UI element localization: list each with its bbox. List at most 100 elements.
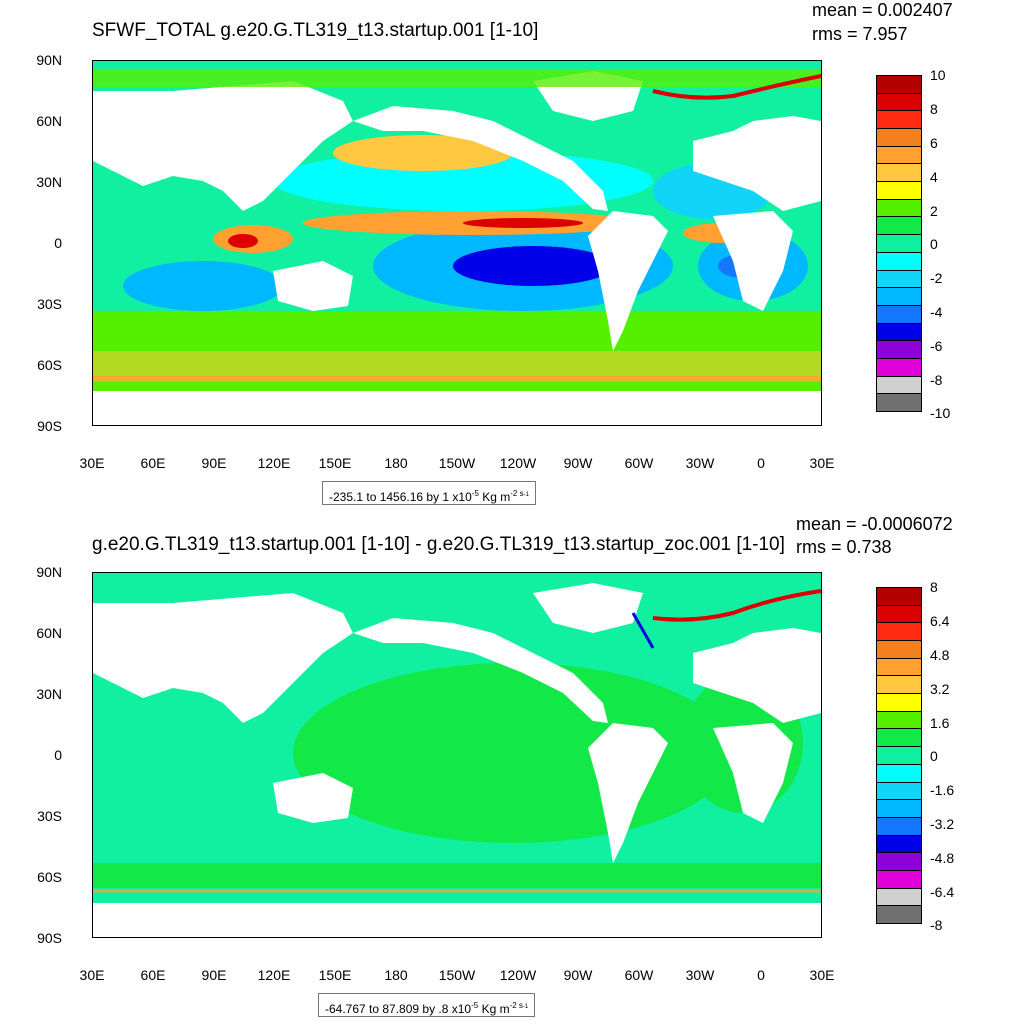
colorbar-swatch [876, 251, 922, 271]
lon-label: 30W [685, 967, 715, 983]
ocean-field [652, 74, 821, 100]
map-svg [93, 61, 821, 425]
colorbar-label: 6.4 [930, 613, 950, 629]
colorbar [876, 587, 922, 924]
colorbar-swatch [876, 92, 922, 112]
colorbar-label: -6.4 [930, 884, 955, 900]
colorbar-swatch [876, 145, 922, 165]
colorbar-label: -6 [930, 338, 943, 354]
lon-label: 60W [624, 967, 654, 983]
colorbar-label: -4.8 [930, 850, 955, 866]
lon-label: 90E [201, 455, 227, 471]
colorbar-swatch [876, 216, 922, 236]
colorbar-label: -8 [930, 372, 943, 388]
colorbar-swatch [876, 604, 922, 624]
land-mask [93, 583, 821, 937]
contour-range-box: -64.767 to 87.809 by .8 x10-5 Kg m-2 s-1 [318, 993, 536, 1017]
colorbar-label: 4 [930, 169, 938, 185]
colorbar-swatch [876, 128, 922, 147]
colorbar-swatch [876, 640, 922, 659]
range-exponent: -5 [471, 1001, 479, 1010]
ocean-field [453, 246, 613, 286]
colorbar-swatch [876, 75, 922, 94]
lat-label: 60S [37, 869, 62, 885]
lon-label: 150W [438, 967, 476, 983]
colorbar-swatch [876, 587, 922, 606]
map-plot-area [92, 60, 822, 426]
colorbar-swatch [876, 287, 922, 306]
lon-label: 0 [757, 455, 765, 471]
colorbar-label: 3.2 [930, 681, 950, 697]
colorbar-label: 6 [930, 135, 938, 151]
map-plot-area [92, 572, 822, 938]
colorbar-label: -1.6 [930, 782, 955, 798]
panel-title: SFWF_TOTAL g.e20.G.TL319_t13.startup.001… [92, 20, 539, 41]
colorbar-swatch [876, 816, 922, 836]
colorbar-label: 0 [930, 748, 938, 764]
lat-label: 0 [54, 747, 62, 763]
colorbar-swatch [876, 746, 922, 765]
range-unit-exponent: -2 s [510, 489, 524, 498]
colorbar-swatch [876, 110, 922, 130]
ocean-field [93, 61, 821, 69]
lat-label: 90S [37, 418, 62, 434]
colorbar-swatch [876, 834, 922, 854]
lat-label: 60N [36, 625, 62, 641]
colorbar-swatch [876, 393, 922, 412]
land-mask [93, 71, 821, 425]
lon-label: 120E [257, 967, 291, 983]
map-panel-difference: g.e20.G.TL319_t13.startup.001 [1-10] - g… [0, 512, 1024, 1024]
lon-label: 90E [201, 967, 227, 983]
colorbar-swatch [876, 163, 922, 183]
colorbar-label: -4 [930, 304, 943, 320]
range-unit: Kg m [478, 490, 511, 504]
lat-label: 30S [37, 296, 62, 312]
map-svg [93, 573, 821, 937]
colorbar-swatch [876, 322, 922, 342]
lon-label: 120W [499, 455, 537, 471]
lon-label: 30E [79, 455, 105, 471]
colorbar-label: 2 [930, 203, 938, 219]
lon-label: 150E [318, 455, 352, 471]
ocean-field [123, 261, 283, 311]
colorbar-swatch [876, 781, 922, 801]
lat-label: 60S [37, 357, 62, 373]
ocean-field [463, 218, 583, 228]
lon-label: 30E [809, 455, 835, 471]
colorbar-swatch [876, 357, 922, 377]
lon-label: 60E [140, 455, 166, 471]
ocean-field [93, 573, 821, 581]
range-text: -235.1 to 1456.16 by 1 x10 [329, 490, 472, 504]
rms-label: rms = 0.738 [796, 537, 892, 557]
lat-label: 60N [36, 113, 62, 129]
ocean-field [93, 69, 821, 87]
lon-label: 90W [563, 967, 593, 983]
colorbar-swatch [876, 710, 922, 730]
lon-label: 30E [809, 967, 835, 983]
colorbar-swatch [876, 799, 922, 818]
ocean-field [652, 589, 821, 622]
colorbar-label: 1.6 [930, 715, 950, 731]
colorbar-swatch [876, 198, 922, 218]
colorbar-swatch [876, 675, 922, 695]
mean-label: mean = -0.0006072 [796, 514, 953, 534]
colorbar-label: -8 [930, 917, 943, 933]
lat-label: 90S [37, 930, 62, 946]
colorbar-swatch [876, 234, 922, 253]
colorbar-label: 8 [930, 579, 938, 595]
range-unit: Kg m [478, 1002, 510, 1016]
lon-label: 180 [384, 967, 408, 983]
colorbar-swatch [876, 693, 922, 712]
colorbar-label: -10 [930, 405, 951, 421]
ocean-field [333, 135, 513, 171]
lon-label: 30E [79, 967, 105, 983]
colorbar-swatch [876, 905, 922, 924]
colorbar-swatch [876, 622, 922, 642]
lon-label: 60E [140, 967, 166, 983]
range-exponent: -5 [471, 489, 479, 498]
colorbar-swatch [876, 763, 922, 783]
lon-label: 150W [438, 455, 476, 471]
range-unit-exponent-2: -1 [522, 1004, 529, 1010]
colorbar-label: -2 [930, 270, 943, 286]
lon-label: 120W [499, 967, 537, 983]
